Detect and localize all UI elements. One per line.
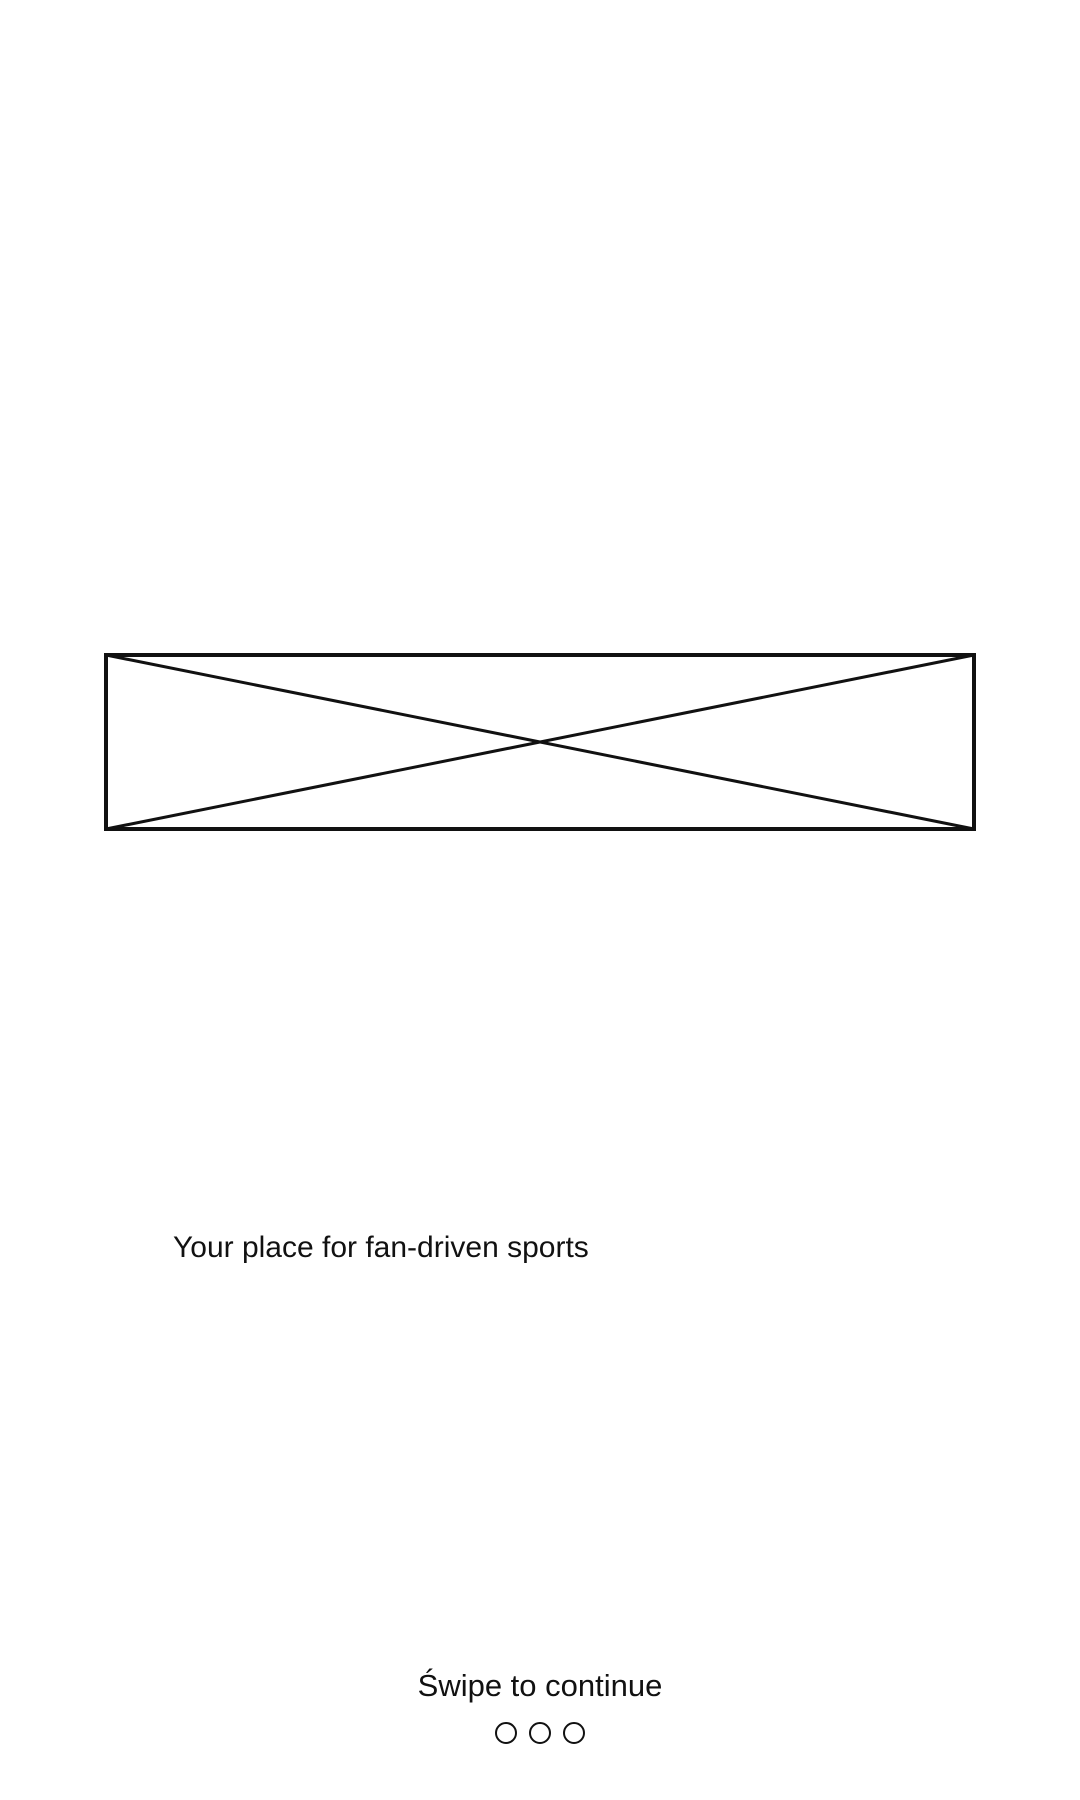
image-placeholder-icon xyxy=(104,653,976,831)
page-indicator-dot[interactable] xyxy=(563,1722,585,1744)
placeholder-frame xyxy=(104,653,976,831)
swipe-hint: Świpe to continue xyxy=(417,1668,663,1703)
placeholder-diagonal-b xyxy=(105,653,975,831)
tagline: Your place for fan-driven sports xyxy=(173,1231,589,1264)
image-placeholder-graphic xyxy=(104,653,976,831)
page-indicator-dot[interactable] xyxy=(529,1722,551,1744)
page-indicator-dot[interactable] xyxy=(495,1722,517,1744)
page-indicator[interactable] xyxy=(0,1722,1080,1744)
